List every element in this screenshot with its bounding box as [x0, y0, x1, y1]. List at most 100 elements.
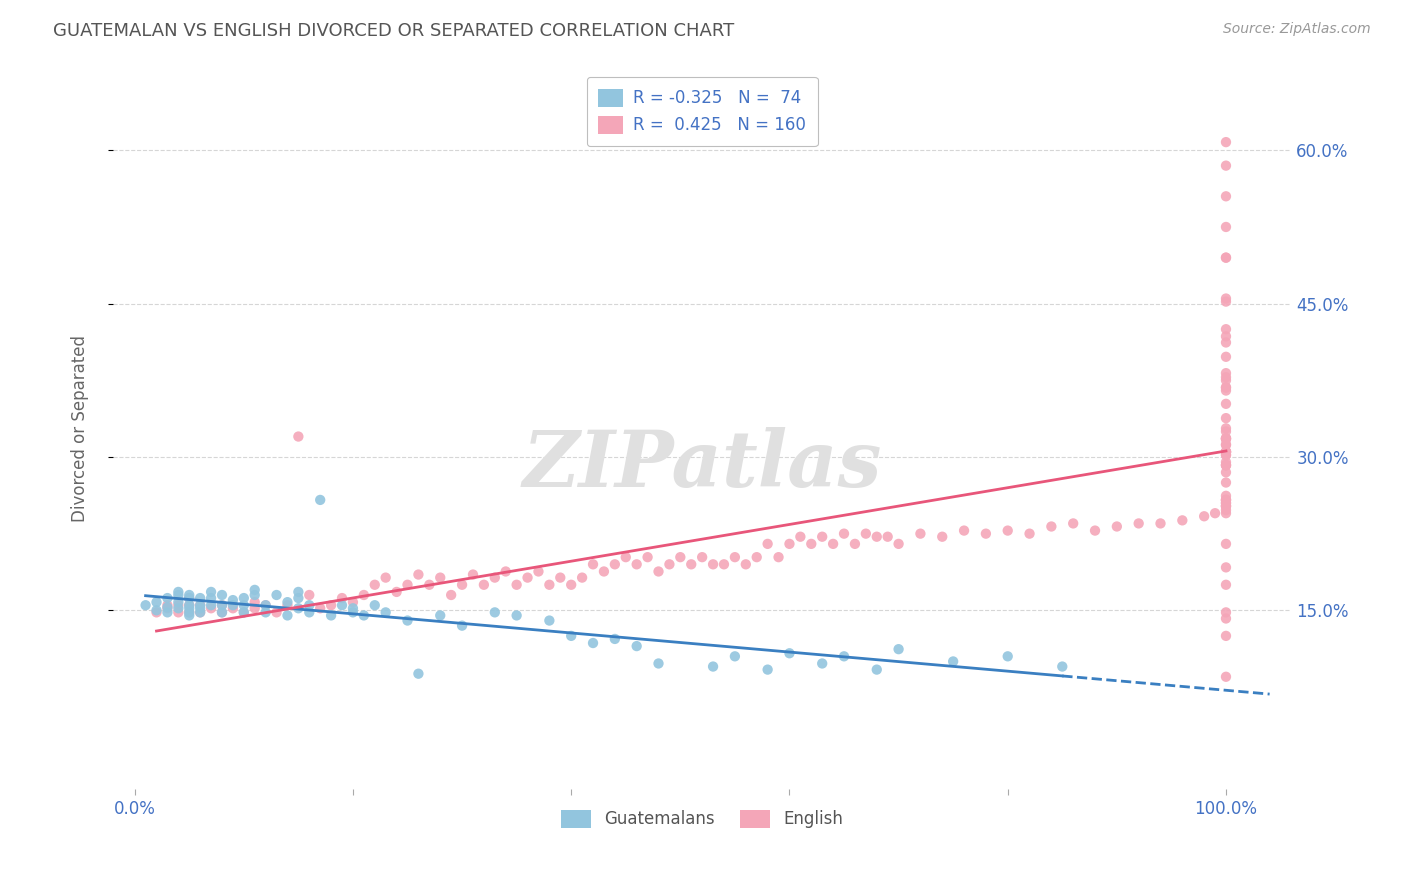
- Point: [734, 558, 756, 572]
- Point: [276, 608, 298, 623]
- Point: [997, 524, 1019, 538]
- Point: [724, 550, 747, 565]
- Point: [756, 663, 779, 677]
- Point: [866, 530, 889, 544]
- Point: [582, 558, 605, 572]
- Point: [385, 585, 408, 599]
- Point: [342, 606, 364, 620]
- Point: [461, 567, 484, 582]
- Point: [1215, 384, 1237, 398]
- Point: [1171, 513, 1194, 527]
- Point: [1215, 475, 1237, 490]
- Point: [548, 571, 571, 585]
- Point: [823, 537, 845, 551]
- Point: [232, 606, 254, 620]
- Point: [495, 565, 517, 579]
- Point: [1215, 438, 1237, 452]
- Point: [953, 524, 976, 538]
- Point: [1215, 560, 1237, 574]
- Point: [440, 588, 463, 602]
- Point: [298, 606, 321, 620]
- Point: [1204, 506, 1226, 520]
- Point: [1215, 445, 1237, 459]
- Point: [778, 646, 800, 660]
- Point: [167, 595, 190, 609]
- Point: [1215, 159, 1237, 173]
- Point: [179, 606, 201, 620]
- Point: [1215, 448, 1237, 462]
- Point: [156, 591, 179, 605]
- Point: [353, 608, 375, 623]
- Point: [167, 606, 190, 620]
- Point: [232, 606, 254, 620]
- Point: [1215, 458, 1237, 472]
- Point: [1215, 322, 1237, 336]
- Point: [167, 598, 190, 612]
- Point: [1215, 370, 1237, 384]
- Point: [1215, 455, 1237, 469]
- Point: [1215, 499, 1237, 513]
- Point: [330, 598, 353, 612]
- Point: [179, 588, 201, 602]
- Point: [724, 649, 747, 664]
- Point: [167, 601, 190, 615]
- Point: [538, 578, 561, 592]
- Point: [287, 429, 309, 443]
- Point: [298, 598, 321, 612]
- Y-axis label: Divorced or Separated: Divorced or Separated: [72, 335, 89, 523]
- Point: [690, 550, 713, 565]
- Point: [778, 537, 800, 551]
- Point: [582, 636, 605, 650]
- Point: [243, 588, 266, 602]
- Point: [855, 526, 877, 541]
- Point: [1215, 135, 1237, 149]
- Point: [1215, 411, 1237, 425]
- Point: [276, 598, 298, 612]
- Point: [298, 588, 321, 602]
- Point: [1215, 489, 1237, 503]
- Point: [232, 598, 254, 612]
- Point: [179, 606, 201, 620]
- Point: [1018, 526, 1040, 541]
- Point: [1084, 524, 1107, 538]
- Point: [931, 530, 953, 544]
- Point: [811, 530, 834, 544]
- Point: [713, 558, 735, 572]
- Point: [1192, 509, 1215, 524]
- Point: [211, 598, 233, 612]
- Point: [614, 550, 637, 565]
- Point: [156, 598, 179, 612]
- Point: [243, 595, 266, 609]
- Point: [179, 598, 201, 612]
- Point: [505, 608, 527, 623]
- Point: [560, 578, 582, 592]
- Point: [188, 606, 211, 620]
- Point: [222, 601, 245, 615]
- Point: [603, 558, 626, 572]
- Point: [942, 655, 965, 669]
- Point: [243, 582, 266, 597]
- Point: [179, 591, 201, 605]
- Point: [135, 598, 157, 612]
- Point: [254, 598, 277, 612]
- Point: [1215, 578, 1237, 592]
- Point: [832, 526, 855, 541]
- Point: [408, 666, 430, 681]
- Point: [1215, 466, 1237, 480]
- Point: [211, 606, 233, 620]
- Point: [472, 578, 495, 592]
- Point: [527, 565, 550, 579]
- Point: [451, 578, 474, 592]
- Point: [200, 591, 222, 605]
- Point: [156, 606, 179, 620]
- Point: [1149, 516, 1171, 531]
- Point: [145, 603, 167, 617]
- Point: [832, 649, 855, 664]
- Point: [167, 588, 190, 602]
- Point: [702, 659, 724, 673]
- Point: [637, 550, 659, 565]
- Point: [254, 598, 277, 612]
- Point: [603, 632, 626, 646]
- Point: [887, 537, 910, 551]
- Text: ZIPatlas: ZIPatlas: [523, 426, 882, 503]
